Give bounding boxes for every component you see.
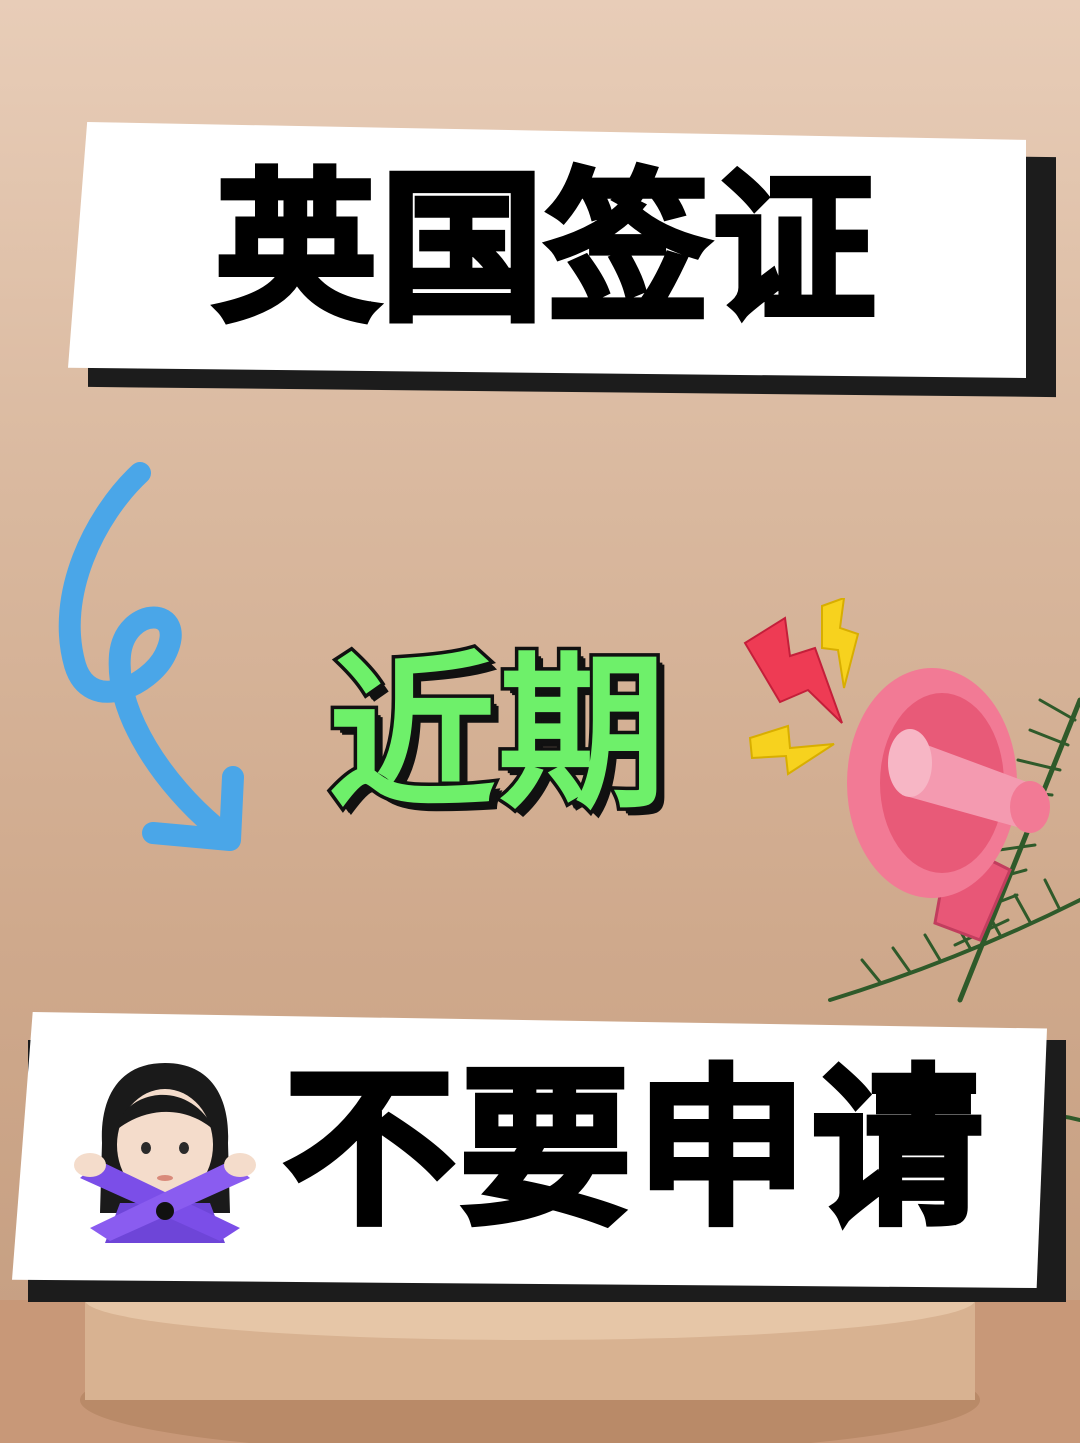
lightning-bolt-icon [743,598,860,776]
megaphone-icon [847,668,1050,942]
curly-arrow-icon [58,462,244,851]
megaphone-end [1010,781,1050,833]
headline-banner-face: 英国签证 [68,122,1026,378]
woman-gesturing-no-icon [74,1062,257,1243]
footer-text: 不要申请 [281,1051,989,1249]
megaphone-body [900,735,1035,830]
headline-text: 英国签证 [212,156,879,344]
megaphone-mouth [888,729,932,797]
footer-banner-face: 不要申请 [12,1012,1047,1288]
subheadline-text: 近期 [325,636,670,832]
